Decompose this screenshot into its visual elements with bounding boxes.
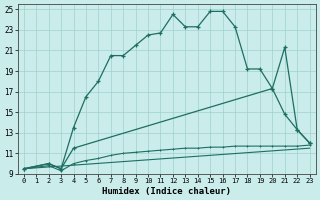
X-axis label: Humidex (Indice chaleur): Humidex (Indice chaleur) — [102, 187, 231, 196]
